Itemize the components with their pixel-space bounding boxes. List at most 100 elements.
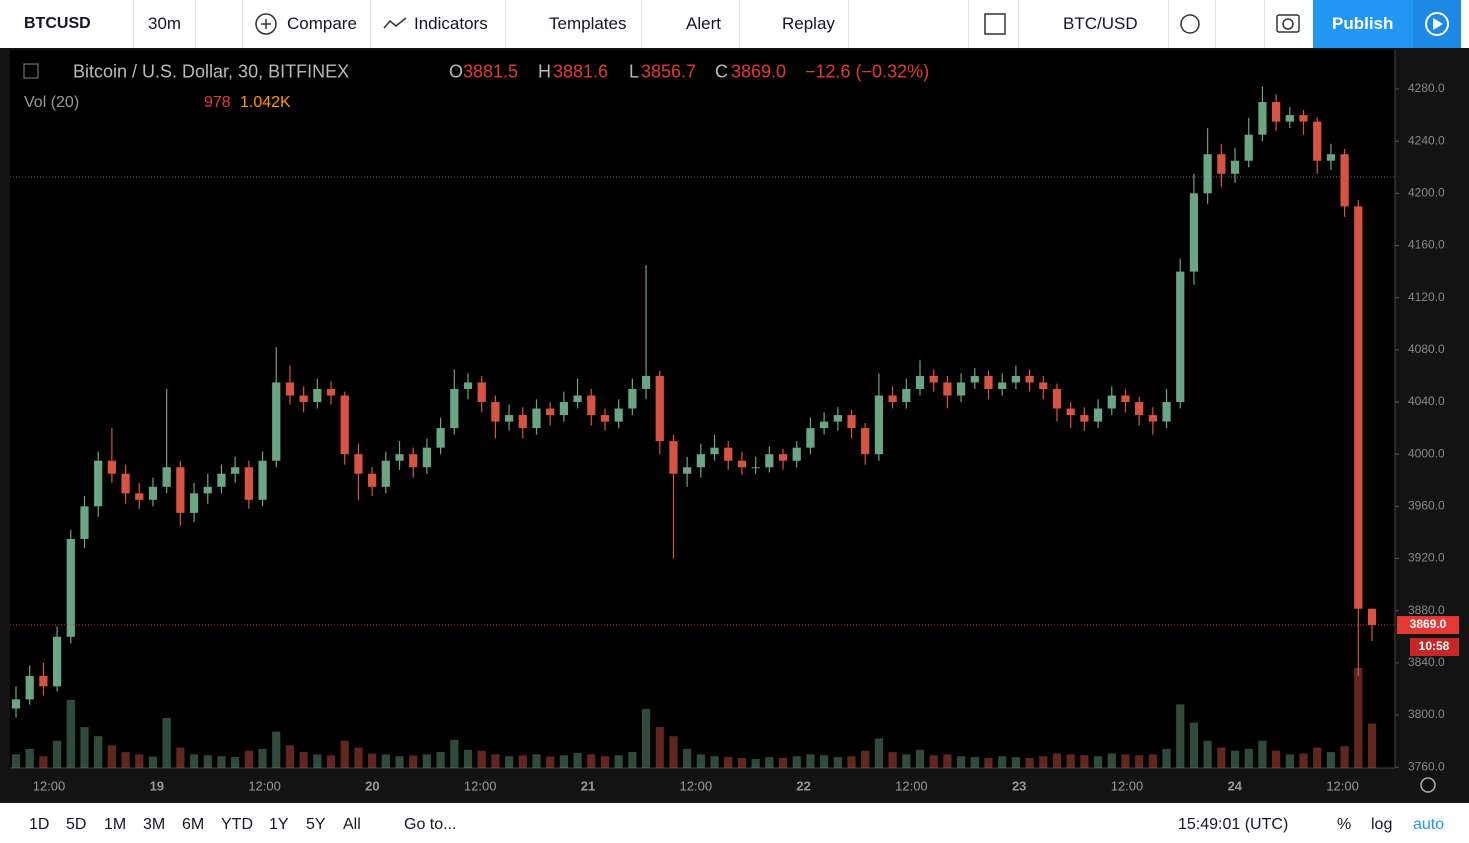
candle-body bbox=[107, 460, 116, 474]
volume-bar bbox=[340, 740, 349, 768]
range-button[interactable]: 6M bbox=[182, 816, 205, 833]
volume-bar bbox=[998, 756, 1007, 768]
candle-body bbox=[504, 415, 514, 422]
volume-bar bbox=[450, 739, 459, 768]
auto-toggle[interactable]: auto bbox=[1413, 816, 1445, 833]
range-button[interactable]: 1M bbox=[104, 816, 127, 833]
range-button[interactable]: 5Y bbox=[306, 816, 326, 833]
candle-body bbox=[765, 454, 774, 468]
candle-body bbox=[943, 382, 952, 396]
candle-body bbox=[710, 447, 719, 455]
candle-body bbox=[422, 447, 432, 468]
volume-bar bbox=[491, 754, 500, 768]
candle-body bbox=[395, 454, 404, 461]
candle-body bbox=[1340, 154, 1349, 207]
candle-body bbox=[1148, 415, 1157, 422]
candle-body bbox=[861, 428, 870, 455]
candle-body bbox=[217, 473, 226, 487]
candle-body bbox=[984, 375, 993, 389]
symbol[interactable]: BTCUSD bbox=[24, 15, 91, 32]
volume-bar bbox=[121, 752, 130, 768]
candle-body bbox=[1367, 608, 1377, 626]
candle-body bbox=[847, 415, 856, 429]
candle-body bbox=[518, 415, 527, 429]
candle-body bbox=[258, 460, 267, 500]
candle-body bbox=[998, 382, 1007, 389]
volume-bar bbox=[217, 756, 226, 768]
volume-bar bbox=[532, 754, 541, 768]
percent-toggle[interactable]: % bbox=[1337, 816, 1352, 833]
volume-bar bbox=[436, 752, 445, 768]
volume-bar bbox=[1326, 752, 1336, 768]
goto[interactable]: Go to... bbox=[404, 816, 457, 833]
publish[interactable]: Publish bbox=[1332, 14, 1394, 33]
y-tick-label: 3800.0 bbox=[1408, 707, 1445, 721]
range-button[interactable]: 1D bbox=[29, 816, 50, 833]
collapse-icon[interactable] bbox=[23, 63, 39, 79]
volume-bar bbox=[326, 755, 336, 768]
indicators[interactable]: Indicators bbox=[414, 14, 488, 33]
candle-body bbox=[1203, 154, 1212, 194]
footer-bar bbox=[0, 803, 1469, 843]
replay[interactable]: Replay bbox=[782, 14, 835, 33]
candle-body bbox=[614, 408, 623, 422]
volume-bar bbox=[504, 756, 514, 768]
volume-bar bbox=[1080, 755, 1089, 768]
candle-body bbox=[189, 493, 199, 513]
templates[interactable]: Templates bbox=[549, 14, 627, 33]
candle-body bbox=[340, 395, 349, 455]
range-button[interactable]: 5D bbox=[66, 816, 87, 833]
interval[interactable]: 30m bbox=[148, 14, 182, 33]
pair[interactable]: BTC/USD bbox=[1063, 14, 1138, 33]
range-button[interactable]: 1Y bbox=[269, 816, 289, 833]
y-tick-label: 4200.0 bbox=[1408, 186, 1445, 200]
x-tick-label: 20 bbox=[365, 778, 379, 793]
x-tick-label: 19 bbox=[150, 778, 164, 793]
volume-bar bbox=[792, 756, 801, 768]
volume-bar bbox=[984, 758, 993, 768]
volume-bar bbox=[929, 755, 938, 768]
candle-body bbox=[806, 428, 815, 448]
volume-bar bbox=[641, 708, 651, 768]
candle-body bbox=[148, 486, 158, 500]
compare[interactable]: Compare bbox=[287, 14, 357, 33]
volume-bar bbox=[1299, 753, 1308, 768]
volume-bar bbox=[189, 754, 199, 768]
alert[interactable]: Alert bbox=[686, 14, 721, 33]
candle-body bbox=[1326, 154, 1336, 161]
volume-bar bbox=[806, 754, 815, 768]
volume-bar bbox=[1230, 750, 1240, 768]
range-button[interactable]: All bbox=[343, 816, 361, 833]
publish-button[interactable] bbox=[1313, 0, 1413, 48]
range-button[interactable]: YTD bbox=[221, 816, 253, 833]
candle-body bbox=[587, 395, 596, 416]
candle-body bbox=[751, 467, 760, 469]
indicators-icon bbox=[383, 17, 407, 29]
candle-body bbox=[1039, 382, 1048, 389]
volume-bar bbox=[683, 748, 692, 768]
volume-bar bbox=[669, 736, 678, 768]
candle-body bbox=[285, 382, 295, 396]
volume-bar bbox=[39, 756, 48, 768]
y-tick-label: 4120.0 bbox=[1408, 290, 1445, 304]
volume-bar bbox=[1367, 723, 1377, 768]
range-button[interactable]: 3M bbox=[143, 816, 166, 833]
compare-icon bbox=[255, 13, 277, 35]
candle-body bbox=[1244, 134, 1253, 161]
candle-body bbox=[1230, 160, 1240, 174]
volume-bar bbox=[737, 758, 747, 768]
candle-body bbox=[1162, 402, 1171, 422]
volume-bar bbox=[1176, 704, 1185, 768]
volume-bar bbox=[1313, 747, 1322, 768]
log-toggle[interactable]: log bbox=[1371, 816, 1393, 833]
candle-body bbox=[162, 467, 171, 487]
candle-body bbox=[272, 382, 281, 461]
y-tick-label: 3960.0 bbox=[1408, 499, 1445, 513]
y-tick-label: 3840.0 bbox=[1408, 655, 1445, 669]
legend-low: 3856.7 bbox=[641, 61, 697, 82]
candle-body bbox=[929, 375, 938, 383]
legend-close-label: C bbox=[715, 61, 728, 82]
x-tick-label: 24 bbox=[1228, 778, 1243, 793]
volume-bar bbox=[1135, 755, 1144, 768]
axis-settings-icon[interactable] bbox=[1420, 777, 1436, 793]
